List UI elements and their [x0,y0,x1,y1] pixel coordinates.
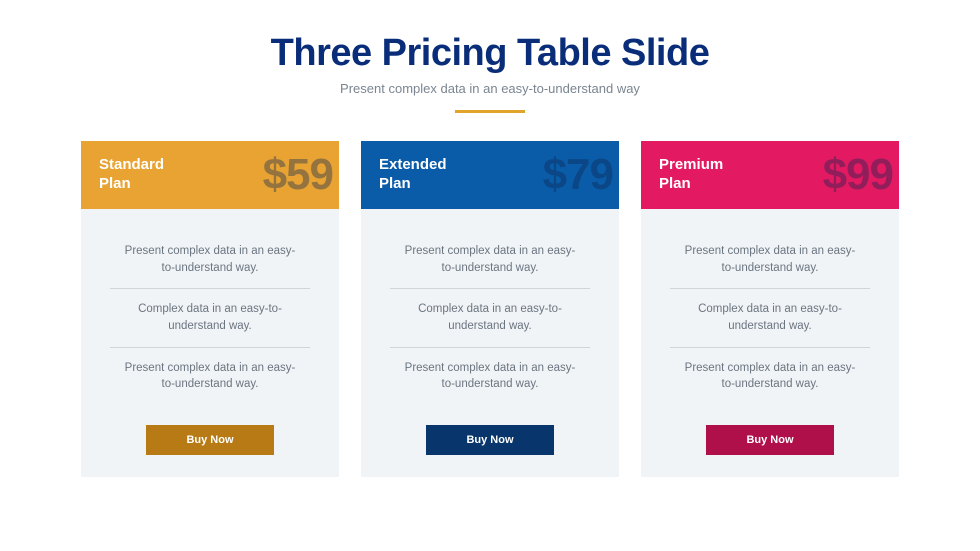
feature-text: Present complex data in an easy-to-under… [110,231,310,289]
feature-text: Present complex data in an easy-to-under… [390,348,590,405]
pricing-card-extended: Extended Plan $79 Present complex data i… [361,141,619,477]
slide-container: Three Pricing Table Slide Present comple… [0,0,980,551]
feature-text: Complex data in an easy-to-understand wa… [110,289,310,347]
feature-text: Present complex data in an easy-to-under… [110,348,310,405]
pricing-card-standard: Standard Plan $59 Present complex data i… [81,141,339,477]
card-header-extended: Extended Plan $79 [361,141,619,209]
plan-name-premium: Premium Plan [659,156,723,194]
feature-text: Complex data in an easy-to-understand wa… [670,289,870,347]
feature-text: Present complex data in an easy-to-under… [670,348,870,405]
pricing-card-premium: Premium Plan $99 Present complex data in… [641,141,899,477]
plan-price-premium: $99 [823,150,893,200]
card-header-standard: Standard Plan $59 [81,141,339,209]
card-header-premium: Premium Plan $99 [641,141,899,209]
feature-text: Present complex data in an easy-to-under… [390,231,590,289]
plan-price-extended: $79 [543,150,613,200]
slide-title: Three Pricing Table Slide [271,32,710,75]
buy-now-button-extended[interactable]: Buy Now [426,425,554,455]
buy-now-button-standard[interactable]: Buy Now [146,425,274,455]
buy-now-button-premium[interactable]: Buy Now [706,425,834,455]
card-body-standard: Present complex data in an easy-to-under… [81,209,339,477]
plan-price-standard: $59 [263,150,333,200]
feature-text: Complex data in an easy-to-understand wa… [390,289,590,347]
slide-subtitle: Present complex data in an easy-to-under… [340,81,640,96]
title-underline [455,110,525,113]
pricing-cards-row: Standard Plan $59 Present complex data i… [80,141,900,477]
feature-text: Present complex data in an easy-to-under… [670,231,870,289]
card-body-extended: Present complex data in an easy-to-under… [361,209,619,477]
plan-name-standard: Standard Plan [99,156,164,194]
plan-name-extended: Extended Plan [379,156,447,194]
card-body-premium: Present complex data in an easy-to-under… [641,209,899,477]
